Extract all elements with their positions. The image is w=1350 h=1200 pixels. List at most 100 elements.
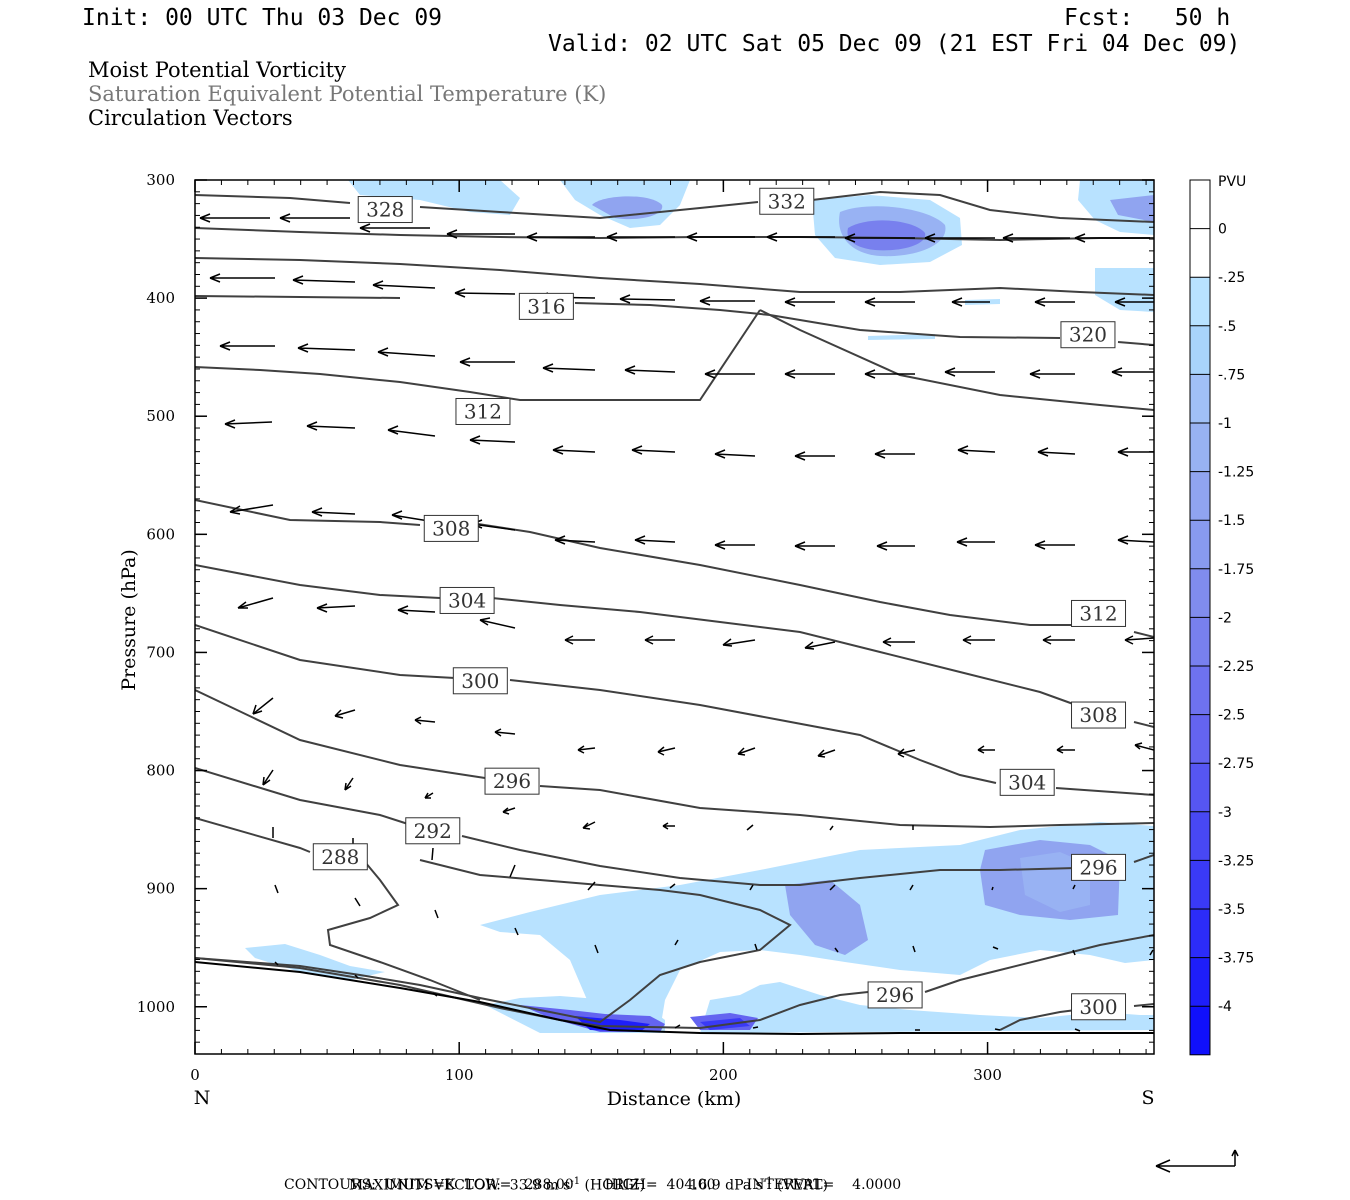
vector-arrow [577, 745, 596, 754]
contour-line [195, 859, 792, 1024]
y-tick-label: 1000 [137, 998, 175, 1016]
vector-arrow [737, 747, 756, 756]
colorbar-label: -.25 [1218, 270, 1245, 286]
vector-arrow [991, 886, 994, 891]
vector-arrow [956, 537, 995, 547]
vector-arrow [1042, 635, 1075, 645]
init-time: Init: 00 UTC Thu 03 Dec 09 [82, 5, 443, 31]
contour-label: 332 [768, 189, 806, 213]
y-tick-label: 900 [146, 880, 175, 898]
contour-label: 304 [448, 588, 486, 612]
colorbar-segment [1190, 374, 1210, 423]
vector-arrow [1117, 535, 1154, 545]
vector-arrow [554, 535, 596, 545]
x-axis-end-left-label: N [194, 1087, 211, 1109]
vector-arrow [1056, 745, 1075, 754]
contour-label-box [423, 514, 479, 542]
x-tick-label: 300 [973, 1066, 1002, 1084]
colorbar-segment [1190, 423, 1210, 472]
vector-arrow [377, 347, 436, 357]
max-horiz-unit: (HORIZ) [584, 1177, 645, 1194]
contour-label: 296 [493, 769, 531, 793]
x-tick-label: 0 [190, 1066, 200, 1084]
vector-arrow [829, 884, 836, 891]
pv-core-top-right [1110, 195, 1154, 222]
vector-arrow [746, 824, 754, 831]
contour-label: 304 [1008, 770, 1046, 794]
vector-arrow [844, 233, 915, 243]
pv-region-lower [245, 944, 385, 980]
vector-arrow [454, 288, 516, 298]
colorbar-label: -2.5 [1218, 708, 1245, 724]
circulation-vectors [199, 213, 1154, 1032]
vector-arrow [686, 232, 755, 242]
vector-arrow [479, 617, 516, 629]
contour-line [195, 295, 1154, 346]
vector-arrow [754, 943, 758, 951]
contour-label-box [518, 292, 574, 320]
reference-vector-icon [1155, 1149, 1239, 1173]
vector-arrow [224, 419, 273, 429]
colorbar-label: -1.75 [1218, 562, 1254, 578]
contour-label-box [357, 196, 413, 224]
vector-arrow [909, 884, 914, 891]
vector-arrow [502, 807, 516, 815]
contour-label-box [1071, 599, 1127, 627]
vector-arrow [962, 635, 995, 645]
vector-arrow [1149, 949, 1154, 956]
contour-line [999, 1003, 1154, 1031]
vector-arrow [494, 728, 516, 737]
vector-arrow [714, 449, 756, 459]
vector-arrow [957, 445, 996, 455]
vector-arrow [564, 635, 595, 645]
vector-arrow [509, 864, 516, 878]
colorbar-label: -.75 [1218, 367, 1245, 383]
contour-label: 316 [527, 294, 565, 318]
contour-label-box [867, 981, 923, 1009]
vector-arrow [674, 939, 679, 946]
forecast-hour: Fcst: 50 h [1064, 5, 1231, 31]
vector-arrow [1072, 884, 1076, 890]
contour-label: 300 [1079, 995, 1117, 1019]
pv-region-right-400 [1095, 268, 1154, 312]
contour-line [195, 257, 1154, 296]
contours-info: CONTOURS: UNITS=K LOW= 288.00 HIGH= 404.… [284, 1177, 902, 1193]
vector-arrow [1029, 369, 1075, 379]
vector-arrow [944, 367, 995, 377]
vector-arrow [992, 946, 999, 950]
max-horiz-value: 33.9 m s [509, 1177, 571, 1194]
vector-arrow [669, 883, 676, 889]
contour-label-box [1071, 701, 1127, 729]
vector-arrow [829, 825, 834, 831]
vector-arrow [292, 275, 356, 285]
colorbar-label: -1.25 [1218, 465, 1254, 481]
vector-arrow [387, 425, 436, 437]
vector-arrow [446, 229, 515, 239]
vector-arrow [311, 507, 356, 517]
vector-arrow [459, 357, 515, 367]
colorbar-label: -.5 [1218, 319, 1236, 335]
colorbar-segment [1190, 228, 1210, 278]
colorbar-label: -4 [1218, 999, 1232, 1015]
vector-arrow [1034, 297, 1075, 307]
vector-arrow [582, 821, 596, 830]
contour-line [195, 624, 1154, 796]
contour-label: 320 [1069, 323, 1107, 347]
colorbar-segment [1190, 520, 1210, 569]
contour-label-box [484, 767, 540, 795]
vector-arrow [994, 1028, 1001, 1031]
vector-arrow [344, 777, 354, 791]
contour-line [195, 564, 1154, 728]
x-axis-label: Distance (km) [607, 1088, 742, 1110]
vector-arrow [587, 881, 596, 891]
field-theta-title: Saturation Equivalent Potential Temperat… [88, 82, 607, 106]
colorbar-segment [1190, 763, 1210, 812]
vector-arrow [644, 635, 675, 645]
contour-label: 308 [432, 516, 470, 540]
vector-arrow [209, 273, 275, 283]
vector-arrow [834, 947, 839, 953]
vector-arrow [1134, 742, 1154, 751]
vector-arrow [354, 974, 359, 979]
vector-arrow [334, 709, 356, 719]
